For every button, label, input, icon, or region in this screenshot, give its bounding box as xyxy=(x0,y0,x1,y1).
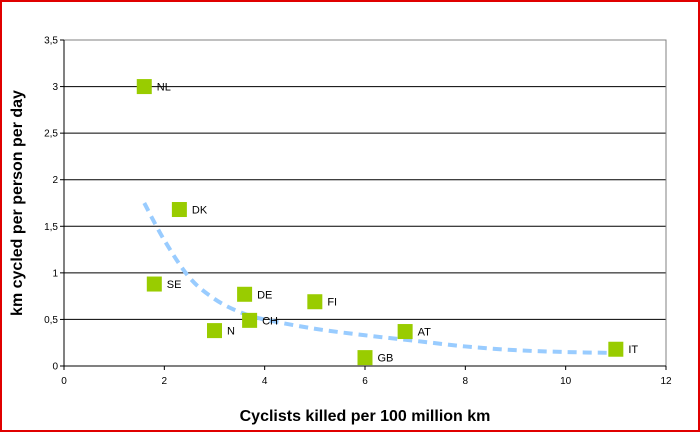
point-label: DK xyxy=(192,205,208,217)
data-point-fi xyxy=(307,294,323,310)
data-point-it xyxy=(608,341,624,357)
data-point-se xyxy=(146,276,162,292)
data-point-dk xyxy=(171,202,187,218)
point-label: IT xyxy=(628,344,638,356)
data-point-at xyxy=(397,324,413,340)
y-tick-label: 2 xyxy=(52,175,58,186)
data-point-nl xyxy=(136,79,152,95)
x-tick-label: 6 xyxy=(362,376,368,387)
y-tick-label: 2,5 xyxy=(44,129,58,140)
x-tick-label: 4 xyxy=(262,376,268,387)
x-tick-label: 0 xyxy=(61,376,67,387)
x-tick-label: 2 xyxy=(162,376,168,387)
point-label: FI xyxy=(327,297,337,309)
point-label: SE xyxy=(167,279,182,291)
data-points: NL DK SE DE FI CH N AT GB IT xyxy=(136,79,638,366)
y-tick-label: 0 xyxy=(52,362,58,373)
data-point-ch xyxy=(242,312,258,328)
y-tick-label: 0,5 xyxy=(44,315,58,326)
trendline xyxy=(142,202,616,355)
y-tick-label: 3,5 xyxy=(44,36,58,47)
point-label: CH xyxy=(262,315,278,327)
x-tick-label: 12 xyxy=(660,376,672,387)
x-tick-label: 10 xyxy=(560,376,572,387)
axes: 0 0,5 1 1,5 2 2,5 3 3,5 0 2 4 6 8 10 12 xyxy=(44,36,672,388)
point-label: N xyxy=(227,326,235,338)
x-tick-label: 8 xyxy=(463,376,469,387)
grid-lines xyxy=(64,86,666,320)
y-axis-label: km cycled per person per day xyxy=(9,90,26,316)
point-label: NL xyxy=(157,82,171,94)
point-label: GB xyxy=(378,353,394,365)
plot-area xyxy=(63,39,667,367)
point-label: AT xyxy=(418,327,432,339)
point-label: DE xyxy=(257,289,272,301)
y-tick-label: 3 xyxy=(52,82,58,93)
data-point-gb xyxy=(357,350,373,366)
data-point-de xyxy=(237,286,253,302)
y-tick-label: 1 xyxy=(52,268,58,279)
x-axis-label: Cyclists killed per 100 million km xyxy=(240,408,491,425)
y-tick-label: 1,5 xyxy=(44,222,58,233)
data-point-n xyxy=(207,323,222,339)
